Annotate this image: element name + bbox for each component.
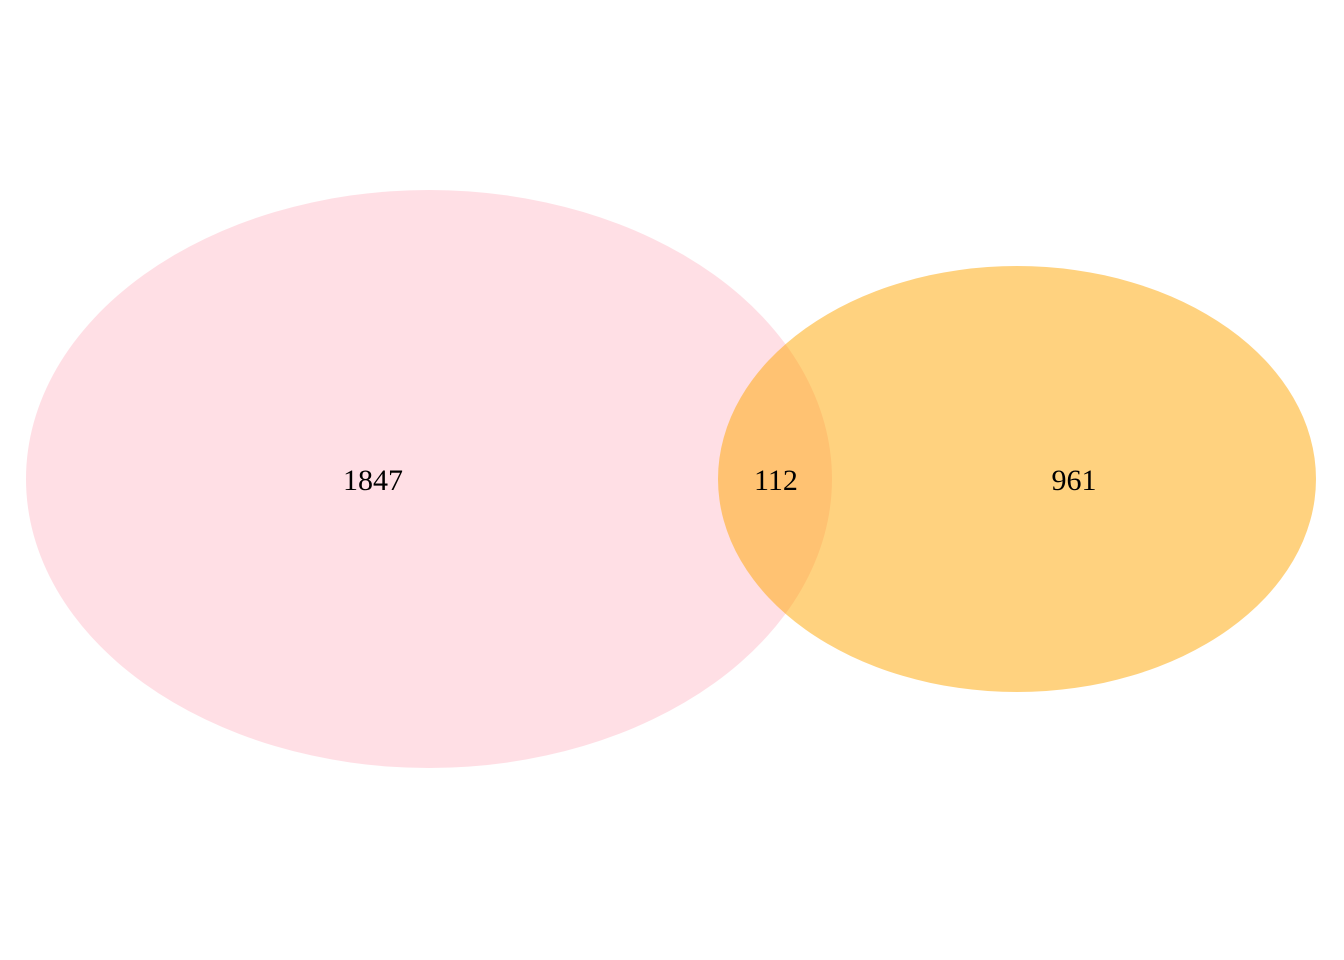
intersection-count: 112 xyxy=(754,464,798,497)
right-only-count: 961 xyxy=(1052,464,1097,497)
right-set-ellipse xyxy=(718,266,1316,692)
left-set-ellipse xyxy=(26,190,832,768)
left-only-count: 1847 xyxy=(343,464,403,497)
